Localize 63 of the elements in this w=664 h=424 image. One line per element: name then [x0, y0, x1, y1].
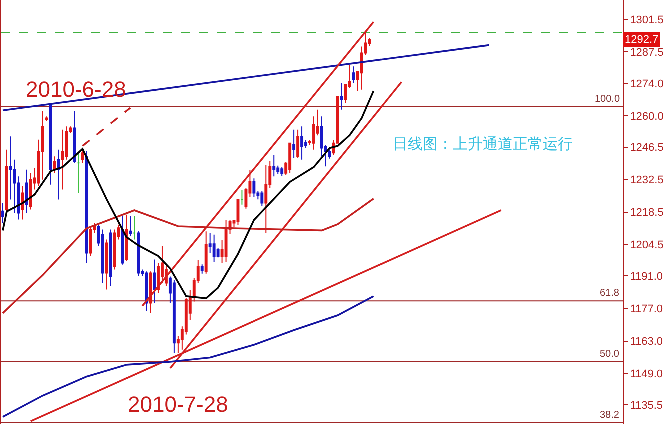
- annotation: 61.8: [600, 288, 620, 299]
- candlestick: [89, 226, 92, 257]
- candlestick: [340, 82, 344, 110]
- candlestick: [133, 216, 136, 240]
- candlestick: [296, 129, 300, 159]
- y-tick-label: 1191.0: [630, 271, 664, 284]
- candlestick: [2, 202, 4, 224]
- candlestick: [145, 271, 148, 312]
- candlestick: [288, 142, 292, 174]
- y-tick-label: 1163.0: [630, 336, 664, 348]
- candlestick: [252, 178, 256, 198]
- candlestick: [45, 116, 48, 122]
- candlestick: [280, 166, 284, 177]
- candlestick: [200, 264, 204, 274]
- candlestick: [49, 104, 52, 186]
- candlestick: [6, 149, 8, 218]
- candlestick: [21, 186, 24, 220]
- line-series: [2, 198, 375, 314]
- y-tick-label: 1287.5: [630, 46, 664, 59]
- y-tick-label: 1246.5: [630, 142, 664, 154]
- candlestick: [204, 231, 208, 274]
- candlestick: [137, 230, 140, 277]
- annotation: 50.0: [600, 349, 620, 360]
- y-tick-label: 1260.0: [630, 110, 664, 123]
- candlestick: [240, 190, 244, 206]
- candlestick: [61, 129, 64, 190]
- candlestick: [125, 214, 128, 262]
- candlestick: [272, 154, 276, 178]
- candlestick: [105, 239, 108, 290]
- y-tick-label: 1149.0: [630, 368, 664, 381]
- annotation: 日线图：上升通道正常运行: [393, 135, 573, 153]
- candlestick: [121, 216, 124, 266]
- y-tick-label: 1232.5: [630, 174, 664, 187]
- candlestick: [101, 229, 104, 284]
- candlestick: [153, 259, 156, 304]
- candlestick: [57, 149, 60, 200]
- candlestick: [113, 229, 116, 270]
- annotation: 1292.7: [625, 34, 659, 46]
- candlestick: [352, 66, 356, 84]
- candlestick: [25, 169, 28, 214]
- y-tick-label: 1135.5: [630, 400, 664, 412]
- annotation: 100.0: [595, 94, 620, 105]
- candlestick: [77, 152, 80, 194]
- candlestick: [260, 190, 264, 208]
- y-tick-label: 1218.5: [630, 207, 664, 220]
- y-tick-label: 1274.0: [630, 78, 664, 90]
- candlestick: [172, 279, 176, 354]
- candlestick: [300, 126, 304, 160]
- y-tick-label: 1301.5: [630, 14, 664, 26]
- y-tick-label: 1204.5: [630, 240, 664, 252]
- candlestick: [212, 234, 216, 263]
- candlestick: [328, 149, 332, 160]
- annotation: 2010-7-28: [128, 392, 228, 417]
- annotation: 2010-6-28: [26, 77, 126, 102]
- candlestick: [53, 156, 56, 174]
- annotation: 38.2: [600, 410, 620, 421]
- line-series: [2, 296, 375, 418]
- candlestick: [129, 216, 132, 238]
- candlestick: [264, 164, 268, 234]
- candlestick: [109, 229, 112, 287]
- y-tick-label: 1177.0: [630, 304, 664, 316]
- candlestick: [224, 220, 228, 263]
- candlestick: [292, 129, 296, 159]
